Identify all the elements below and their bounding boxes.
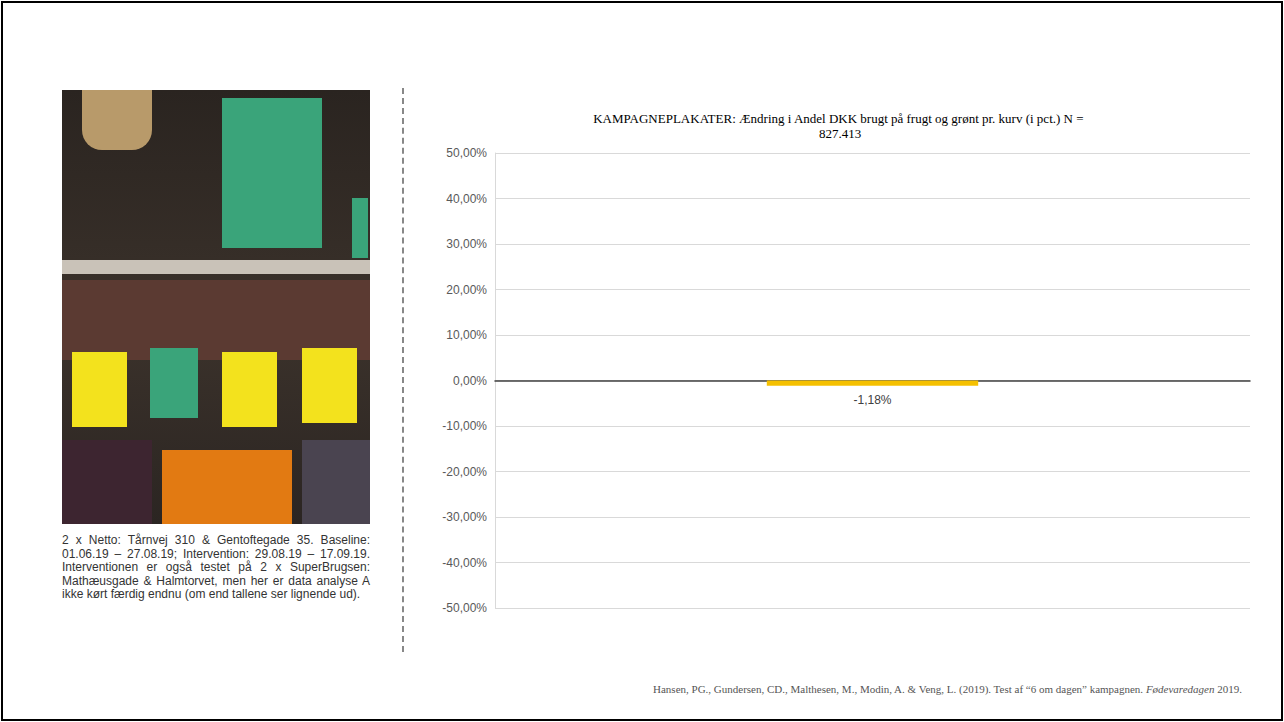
svg-text:30,00%: 30,00% (446, 237, 487, 251)
svg-text:-40,00%: -40,00% (442, 556, 487, 570)
svg-text:-20,00%: -20,00% (442, 465, 487, 479)
html-text:Hansen, PG., Gundersen, CD., M: Hansen, PG., Gundersen, CD., Malthesen, … (653, 683, 1242, 695)
svg-text:827.413: 827.413 (819, 126, 861, 141)
svg-text:-10,00%: -10,00% (442, 419, 487, 433)
svg-text:40,00%: 40,00% (446, 192, 487, 206)
svg-text:0,00%: 0,00% (453, 374, 487, 388)
svg-text:50,00%: 50,00% (446, 146, 487, 160)
svg-text:-50,00%: -50,00% (442, 601, 487, 615)
svg-text:10,00%: 10,00% (446, 328, 487, 342)
svg-text:-1,18%: -1,18% (853, 393, 891, 407)
svg-text:20,00%: 20,00% (446, 283, 487, 297)
html-text:2 x Netto: Tårnvej 310 & Gento: 2 x Netto: Tårnvej 310 & Gentoftegade 35… (62, 533, 370, 601)
svg-text:-30,00%: -30,00% (442, 510, 487, 524)
svg-text:KAMPAGNEPLAKATER: Ændring i An: KAMPAGNEPLAKATER: Ændring i Andel DKK br… (593, 111, 1087, 126)
